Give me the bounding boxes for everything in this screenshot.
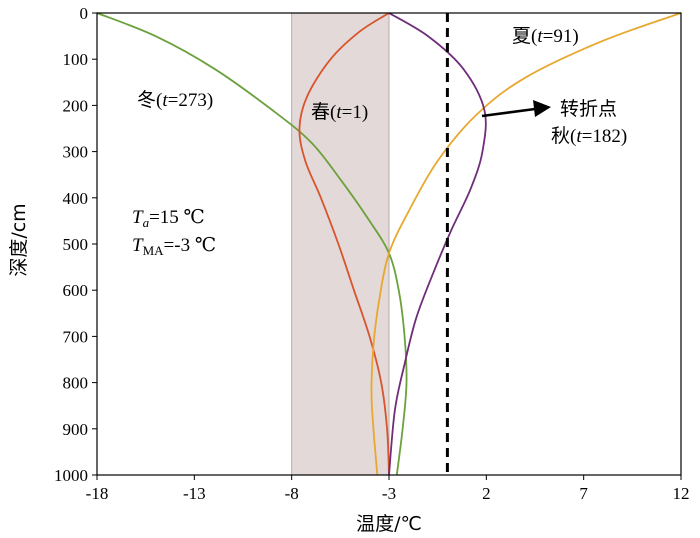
series-line-autumn [388,12,487,476]
label-summer: 夏(t=91) [512,25,579,47]
series-line-winter [96,12,408,476]
x-tick-label: 12 [673,484,690,503]
y-tick-label: 700 [63,327,89,346]
y-tick-label: 400 [63,189,89,208]
shaded-band [291,12,390,476]
y-tick-label: 100 [63,50,89,69]
y-tick-label: 900 [63,420,89,439]
y-tick-label: 1000 [54,466,88,485]
x-tick-label: 7 [579,484,588,503]
x-tick-label: 2 [482,484,491,503]
param-tma: TMA=-3 ℃ [132,235,216,258]
label-autumn: 秋(t=182) [551,125,627,147]
y-tick-label: 500 [63,235,89,254]
turning-point-arrow [481,107,536,118]
x-tick-label: -18 [86,484,109,503]
param-ta: Ta=15 ℃ [132,207,205,230]
y-tick-label: 600 [63,281,89,300]
x-tick-label: -13 [183,484,206,503]
x-axis-ticks: -18 -13 -8 -3 2 7 12 [86,475,690,503]
y-axis-ticks: 0 100 200 300 400 500 600 700 800 900 1000 [54,4,97,485]
label-winter: 冬(t=273) [137,89,213,111]
series-group [96,12,682,476]
y-tick-label: 0 [80,4,89,23]
x-axis-title: 温度/℃ [356,513,422,535]
y-tick-label: 800 [63,374,89,393]
y-tick-label: 300 [63,143,89,162]
y-tick-label: 200 [63,96,89,115]
x-tick-label: -3 [382,484,396,503]
turning-point-label: 转折点 [560,98,617,120]
y-axis-title: 深度/cm [8,203,30,276]
series-line-spring [298,12,390,476]
x-tick-label: -8 [285,484,299,503]
series-line-summer [370,12,682,476]
turning-point-arrowhead [533,100,551,117]
label-spring: 春(t=1) [311,101,368,123]
